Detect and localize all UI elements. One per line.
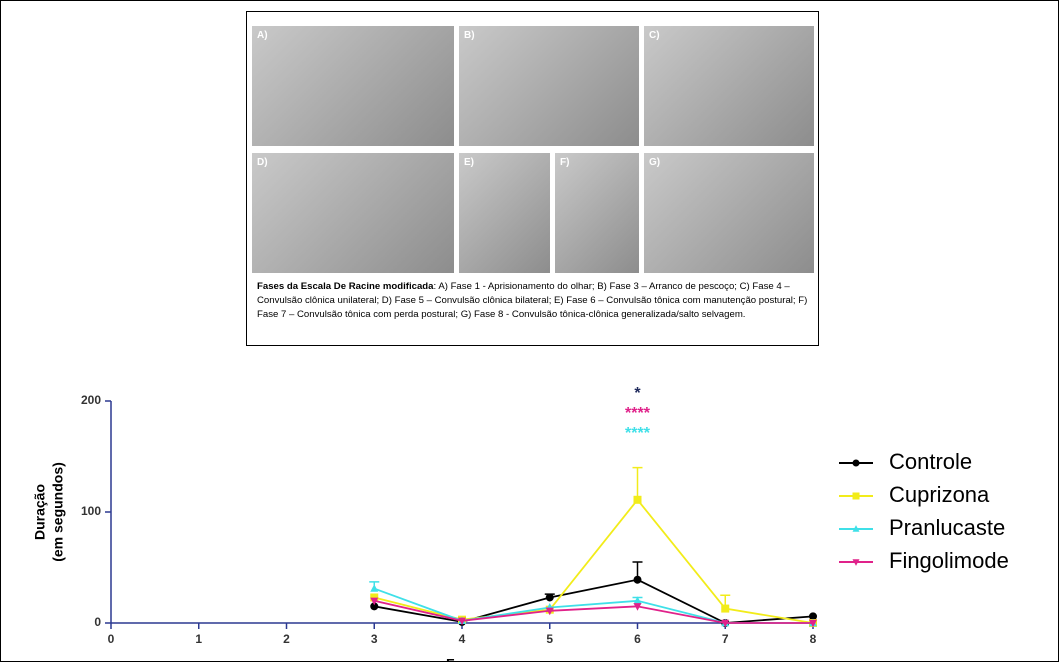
error-bar xyxy=(633,468,643,500)
y-axis-label: (em segundos) xyxy=(50,462,66,562)
annotation: **** xyxy=(625,425,651,442)
chart: 0 1 2 3 4 5 6 7 8 0 100 200 Fase Duração(em segundos)… xyxy=(1,1,1058,661)
legend-label: Fingolimode xyxy=(889,548,1009,573)
x-tick-label: 5 xyxy=(546,632,553,646)
annotation: * xyxy=(634,385,641,402)
y-tick-label: 200 xyxy=(81,393,101,407)
marker xyxy=(634,496,642,504)
y-axis-label: Duração xyxy=(32,484,48,540)
marker xyxy=(853,460,860,467)
x-tick-label: 1 xyxy=(195,632,202,646)
marker xyxy=(721,605,729,613)
marker xyxy=(546,593,554,601)
x-tick-label: 0 xyxy=(108,632,115,646)
annotation: **** xyxy=(625,405,651,422)
y-tick-label: 0 xyxy=(94,615,101,629)
x-tick-label: 6 xyxy=(634,632,641,646)
figure: A) B) C) D) E) F) G) Fases da Escala De … xyxy=(0,0,1059,662)
y-tick-label: 100 xyxy=(81,504,101,518)
legend-label: Controle xyxy=(889,449,972,474)
marker xyxy=(634,576,642,584)
x-tick-label: 4 xyxy=(459,632,466,646)
x-tick-label: 7 xyxy=(722,632,729,646)
legend-label: Cuprizona xyxy=(889,482,990,507)
marker xyxy=(853,493,860,500)
x-tick-label: 2 xyxy=(283,632,290,646)
marker xyxy=(370,584,378,592)
x-tick-label: 3 xyxy=(371,632,378,646)
legend-label: Pranlucaste xyxy=(889,515,1005,540)
x-axis-label: Fase xyxy=(446,656,478,661)
x-tick-label: 8 xyxy=(810,632,817,646)
